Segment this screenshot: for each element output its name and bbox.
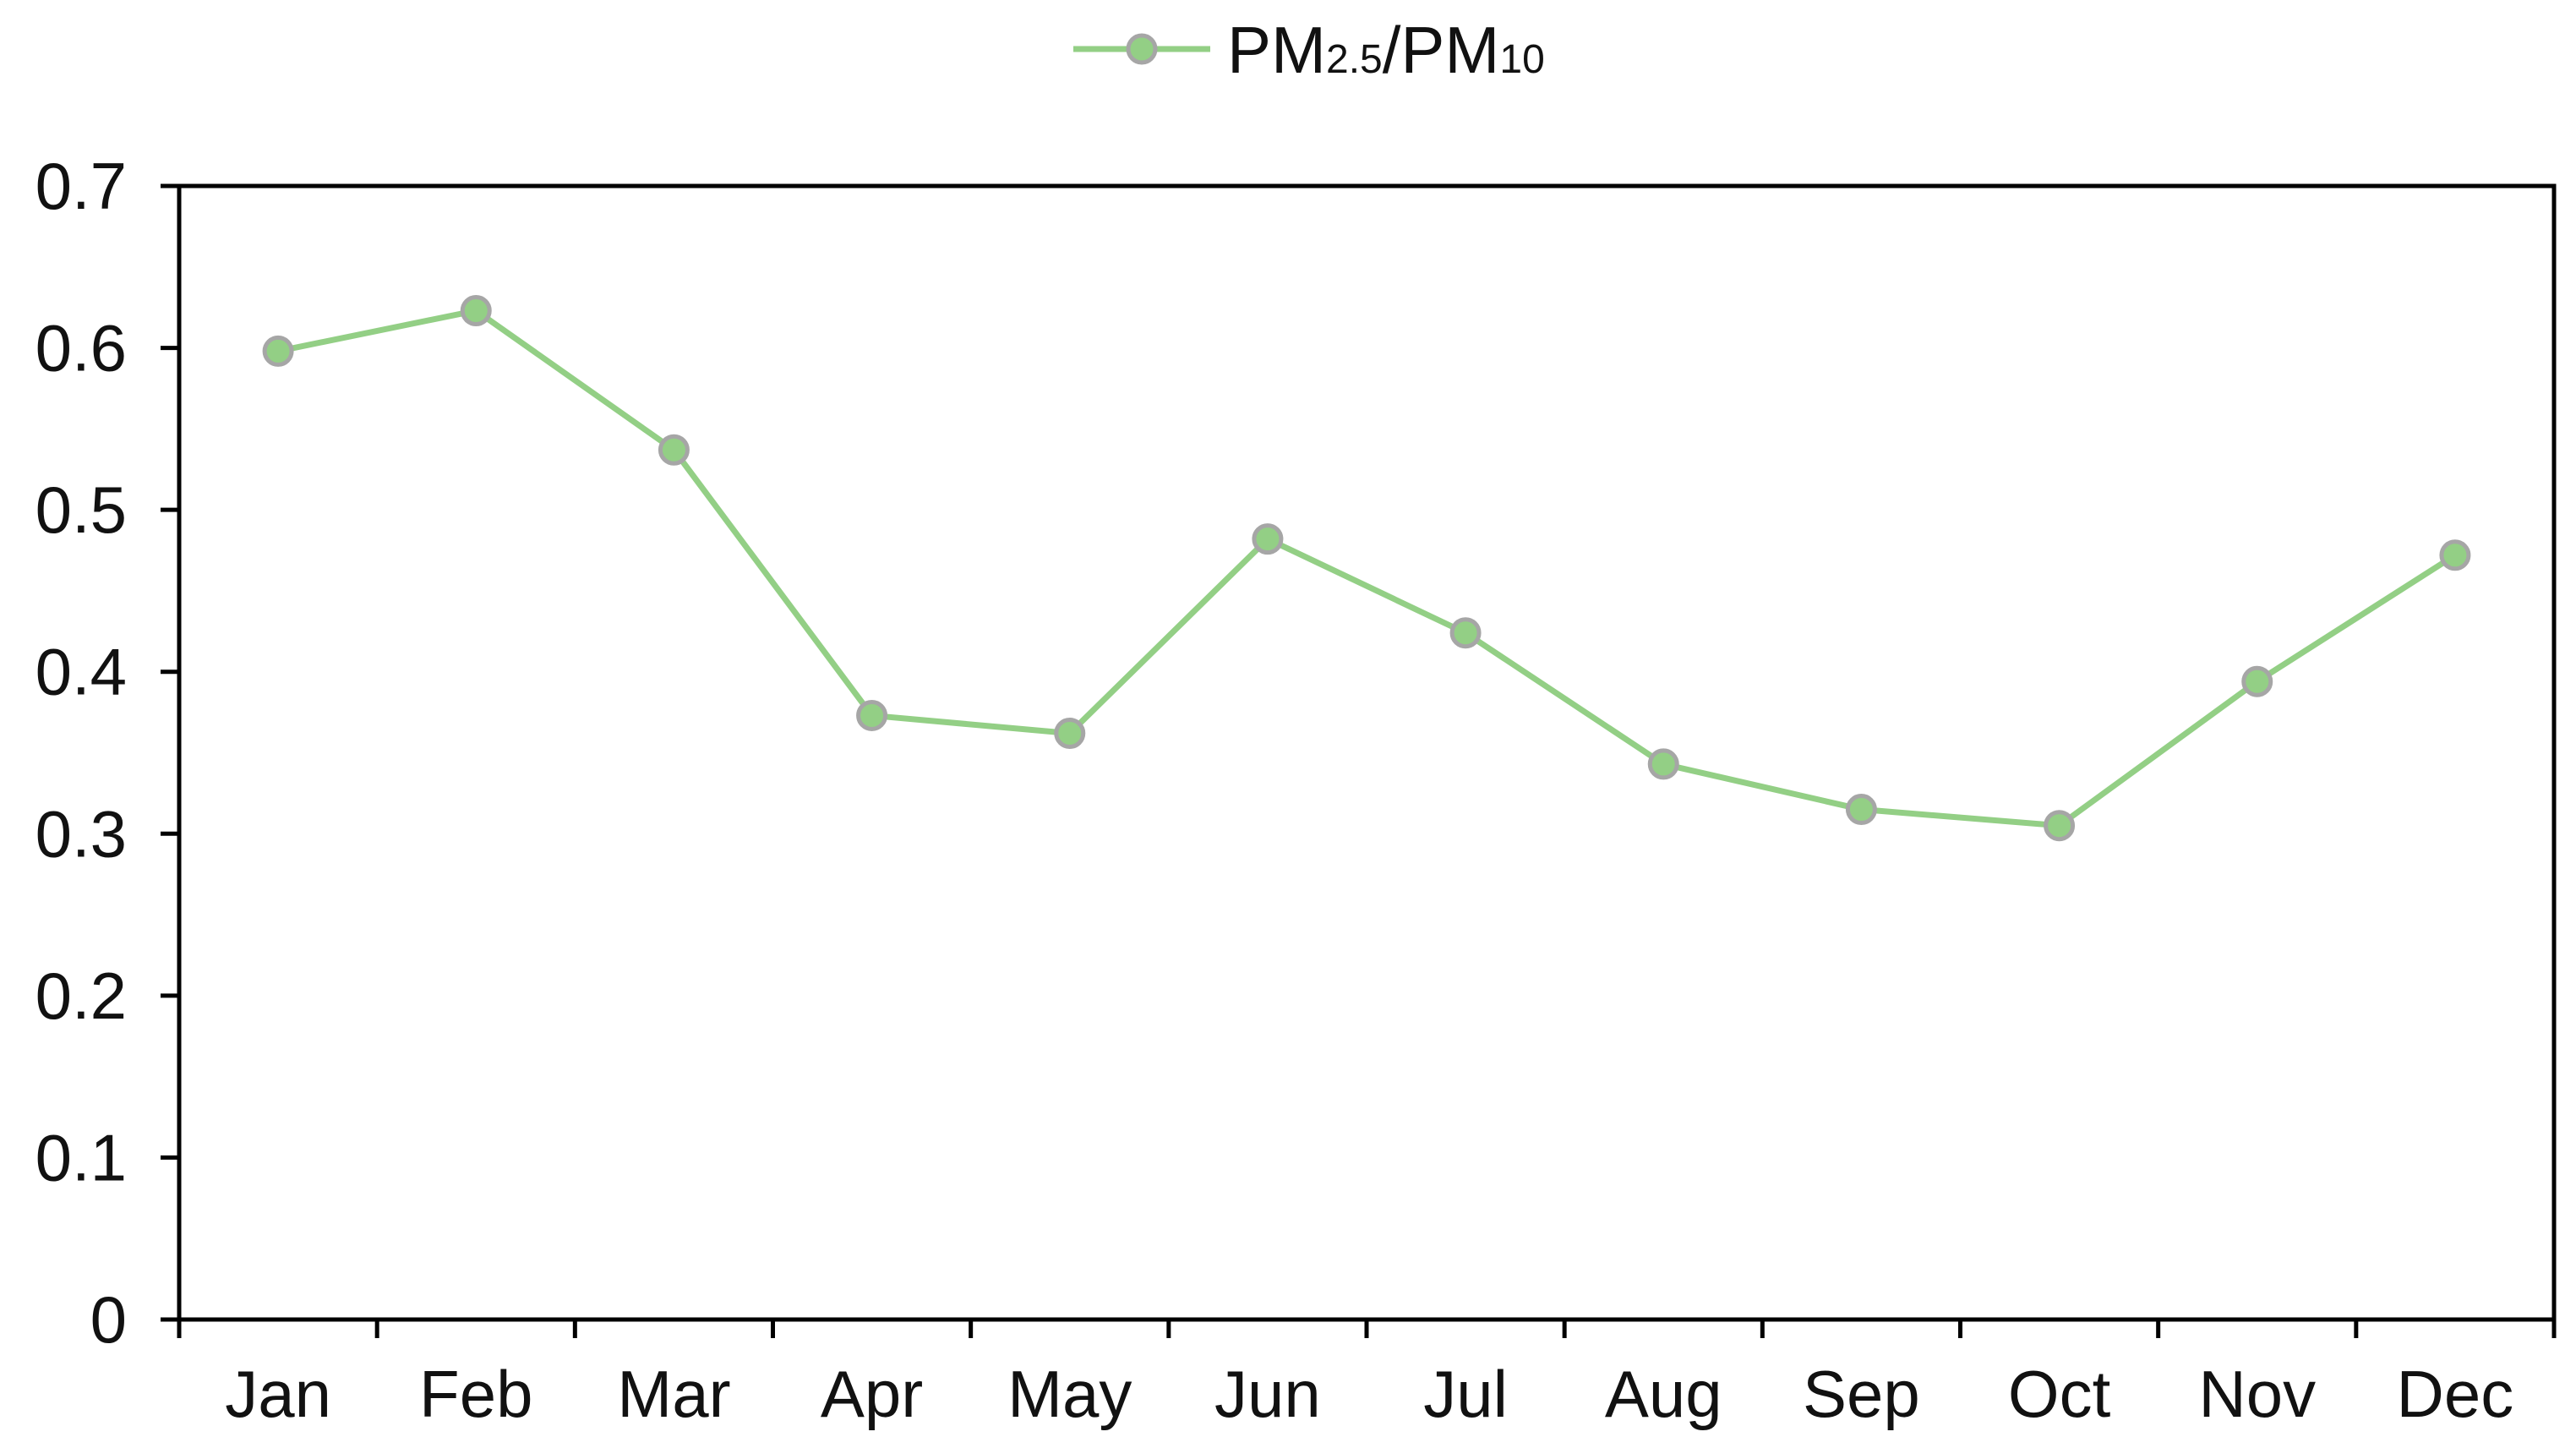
x-tick-label: Nov: [2198, 1357, 2316, 1431]
y-tick-label: 0.5: [35, 473, 127, 547]
legend-label: PM2.5/PM10: [1227, 13, 1545, 87]
axes: [161, 183, 2557, 1338]
x-tick-label: Jun: [1214, 1357, 1321, 1431]
legend: PM2.5/PM10: [1073, 13, 1545, 87]
series-group: [262, 295, 2471, 842]
x-tick-label: May: [1007, 1357, 1132, 1431]
series-line: [275, 308, 2459, 829]
y-tick-label: 0.3: [35, 796, 127, 871]
data-point-aug: [1647, 748, 1679, 780]
y-tick-label: 0.4: [35, 635, 127, 709]
data-point-may: [1054, 718, 1086, 750]
data-point-dec: [2439, 539, 2471, 571]
x-tick-label: Apr: [821, 1357, 923, 1431]
data-point-oct: [2044, 810, 2076, 842]
x-tick-label: Jan: [225, 1357, 331, 1431]
y-tick-label: 0.2: [35, 959, 127, 1033]
x-tick-label: Aug: [1605, 1357, 1722, 1431]
y-tick-label: 0.7: [35, 149, 127, 223]
y-tick-labels: 0 0.1 0.2 0.3 0.4 0.5 0.6 0.7: [35, 149, 127, 1357]
y-tick-label: 0: [90, 1282, 127, 1357]
data-point-jan: [262, 335, 294, 367]
legend-point-marker: [1126, 33, 1158, 65]
data-point-feb: [460, 295, 492, 327]
x-tick-label: Mar: [617, 1357, 730, 1431]
y-tick-label: 0.1: [35, 1120, 127, 1194]
x-tick-labels: Jan Feb Mar Apr May Jun Jul Aug Sep Oct Nov Dec: [225, 1357, 2513, 1431]
x-tick-label: Oct: [2008, 1357, 2111, 1431]
data-point-sep: [1845, 794, 1877, 826]
data-point-nov: [2241, 665, 2273, 697]
x-tick-label: Dec: [2397, 1357, 2514, 1431]
data-point-jul: [1449, 617, 1482, 649]
data-point-mar: [658, 434, 690, 466]
data-point-apr: [856, 699, 888, 731]
data-point-jun: [1252, 523, 1284, 555]
y-tick-label: 0.6: [35, 311, 127, 385]
x-tick-label: Feb: [419, 1357, 532, 1431]
x-tick-label: Jul: [1423, 1357, 1508, 1431]
x-tick-label: Sep: [1803, 1357, 1920, 1431]
